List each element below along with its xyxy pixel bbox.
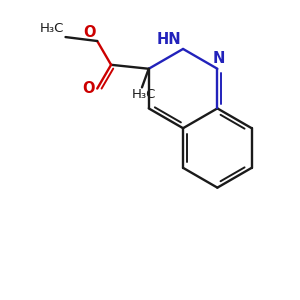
Text: H₃C: H₃C	[40, 22, 64, 35]
Text: H₃C: H₃C	[132, 88, 156, 101]
Text: O: O	[84, 25, 96, 40]
Text: O: O	[83, 81, 95, 96]
Text: HN: HN	[156, 32, 181, 47]
Text: N: N	[212, 51, 224, 66]
